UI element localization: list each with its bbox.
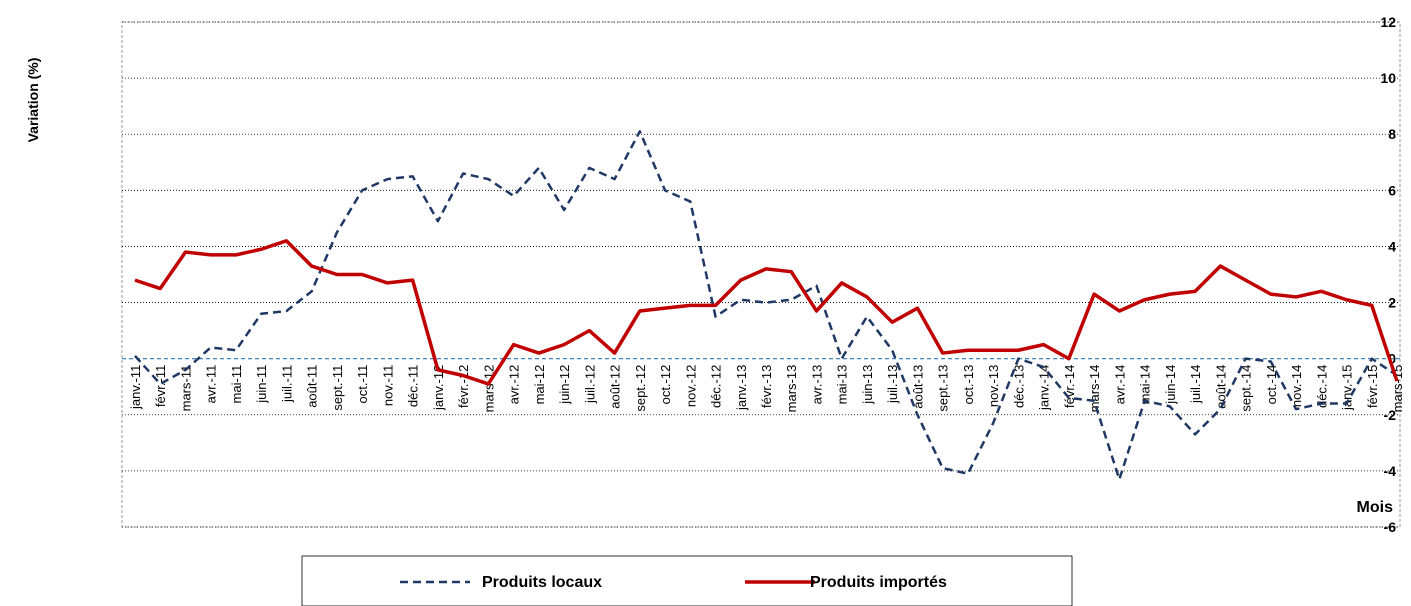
y-tick-label: 10 — [1380, 70, 1396, 86]
x-tick-label: déc.-13 — [1011, 365, 1026, 408]
x-tick-label: févr.-13 — [759, 365, 774, 408]
x-tick-label: mai-14 — [1138, 365, 1153, 405]
x-tick-label: juil.-12 — [582, 365, 597, 404]
x-tick-label: nov.-11 — [380, 365, 395, 406]
x-tick-label: août-12 — [608, 365, 623, 409]
series-line — [134, 130, 1398, 481]
x-tick-label: janv.-11 — [128, 365, 143, 410]
x-tick-label: juil.-14 — [1188, 365, 1203, 404]
x-tick-label: déc.-11 — [406, 365, 421, 407]
x-tick-label: févr.-12 — [456, 365, 471, 408]
x-tick-label: juil.-11 — [279, 365, 294, 403]
x-tick-label: juin-12 — [557, 365, 572, 405]
x-tick-label: sept.-13 — [936, 365, 951, 412]
y-tick-label: -2 — [1384, 407, 1397, 423]
x-tick-label: avr.-13 — [809, 365, 824, 405]
x-tick-label: avr.-12 — [507, 365, 522, 405]
x-tick-label: mai-11 — [229, 365, 244, 404]
x-tick-label: sept.-14 — [1239, 365, 1254, 412]
x-tick-label: avr.-11 — [204, 365, 219, 404]
x-tick-label: juin-14 — [1163, 365, 1178, 405]
y-tick-label: 12 — [1380, 14, 1396, 30]
legend-label: Produits locaux — [482, 574, 602, 591]
y-tick-label: -4 — [1384, 463, 1397, 479]
y-axis-title: Variation (%) — [25, 58, 41, 143]
x-tick-label: oct.-14 — [1264, 365, 1279, 405]
x-tick-label: juin-11 — [254, 365, 269, 404]
x-tick-label: oct.-11 — [355, 365, 370, 404]
x-tick-label: janv.-12 — [431, 365, 446, 411]
x-tick-label: mars-11 — [178, 365, 193, 412]
x-tick-label: mai-12 — [532, 365, 547, 405]
x-tick-label: nov.-12 — [683, 365, 698, 407]
x-tick-label: juil.-13 — [885, 365, 900, 404]
x-tick-label: oct.-12 — [658, 365, 673, 405]
x-tick-label: févr.-15 — [1365, 365, 1380, 408]
x-tick-label: janv.-15 — [1340, 365, 1355, 411]
plot-border — [121, 21, 1401, 528]
x-tick-label: déc.-14 — [1314, 365, 1329, 408]
legend-label: Produits importés — [810, 574, 947, 591]
x-tick-label: août-11 — [305, 365, 320, 408]
x-tick-label: mars-14 — [1087, 365, 1102, 413]
x-tick-label: déc.-12 — [709, 365, 724, 408]
y-tick-label: 2 — [1388, 295, 1396, 311]
x-tick-label: juin-13 — [860, 365, 875, 405]
x-tick-label: août-14 — [1213, 365, 1228, 409]
x-tick-label: oct.-13 — [961, 365, 976, 405]
x-tick-label: févr.-14 — [1062, 365, 1077, 408]
y-tick-label: 6 — [1388, 182, 1396, 198]
y-tick-label: 4 — [1388, 238, 1396, 254]
x-tick-label: avr.-14 — [1112, 365, 1127, 405]
x-axis-title: Mois — [1357, 499, 1394, 516]
x-tick-label: sept.-12 — [633, 365, 648, 412]
x-tick-label: janv.-13 — [734, 365, 749, 411]
y-tick-label: -6 — [1384, 519, 1397, 535]
series-line — [134, 239, 1399, 386]
y-tick-label: 0 — [1388, 351, 1396, 367]
x-tick-label: nov.-14 — [1289, 365, 1304, 407]
x-tick-label: févr.-11 — [153, 365, 168, 407]
x-tick-label: mars-13 — [784, 365, 799, 413]
x-tick-label: mai-13 — [835, 365, 850, 405]
x-tick-label: sept.-11 — [330, 365, 345, 411]
x-tick-label: août-13 — [910, 365, 925, 409]
x-tick-label: janv.-14 — [1037, 365, 1052, 411]
x-tick-label: nov.-13 — [986, 365, 1001, 407]
y-tick-label: 8 — [1388, 126, 1396, 142]
